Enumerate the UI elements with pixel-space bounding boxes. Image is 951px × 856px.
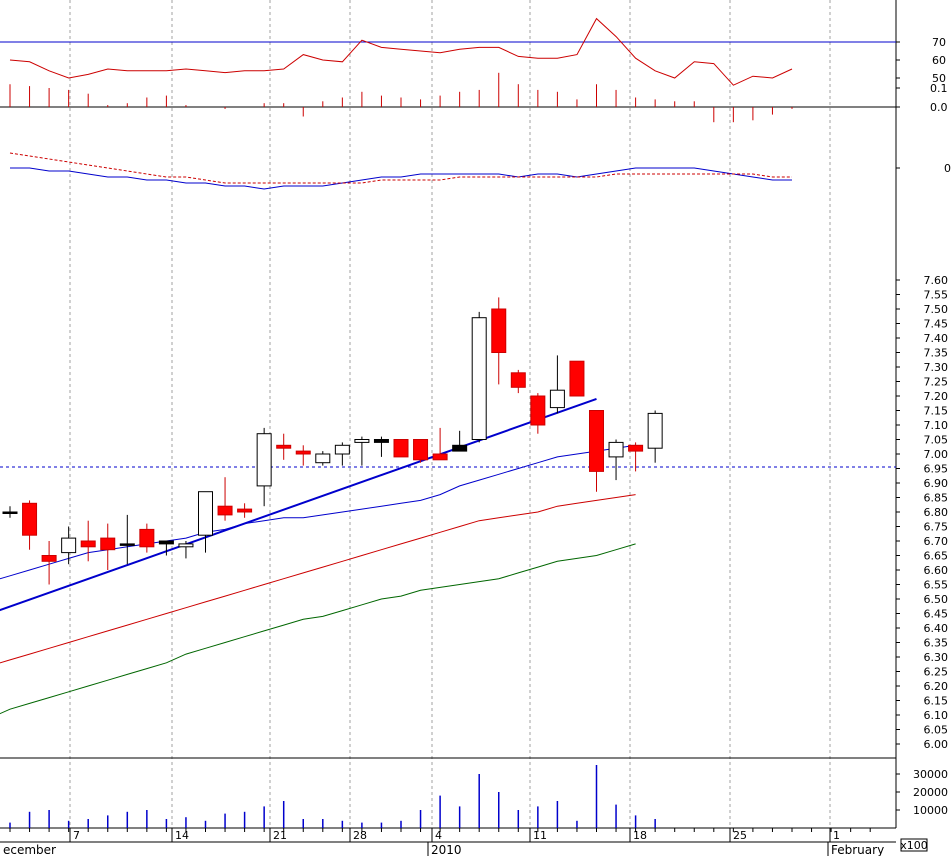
oscillator-line	[9, 17, 793, 86]
week-label: 14	[175, 829, 189, 842]
price-tick-label: 6.60	[924, 564, 949, 577]
price-tick-label: 6.70	[924, 535, 949, 548]
oscillator-tick-label: 60	[932, 54, 946, 67]
price-tick-label: 7.20	[924, 390, 949, 403]
candle-body	[256, 433, 272, 487]
oscillator-tick-label: 70	[932, 36, 946, 49]
candle-body	[530, 395, 546, 426]
week-label: 25	[733, 829, 747, 842]
candle-body	[393, 439, 409, 458]
volume-tick-label: 20000	[913, 786, 948, 799]
week-label: 28	[353, 829, 367, 842]
price-tick-label: 6.00	[924, 738, 949, 751]
volume-unit-box	[900, 838, 928, 852]
week-label: 18	[633, 829, 647, 842]
price-tick-label: 6.90	[924, 477, 949, 490]
candle-body	[413, 439, 429, 461]
price-tick-label: 7.30	[924, 361, 949, 374]
candle-body	[628, 444, 644, 452]
candle-body	[237, 508, 253, 513]
candle-body	[198, 491, 213, 536]
price-tick-label: 7.60	[924, 274, 949, 287]
price-tick-label: 7.10	[924, 419, 949, 432]
month-label: February	[831, 843, 884, 856]
price-tick-label: 6.75	[924, 521, 949, 534]
price-tick-label: 6.05	[924, 724, 949, 737]
candle-body	[334, 444, 350, 455]
candle-body	[491, 308, 507, 353]
candle-body	[158, 540, 174, 545]
candle-body	[119, 543, 135, 546]
month-label: ecember	[3, 843, 56, 856]
price-tick-label: 6.20	[924, 680, 949, 693]
histogram-tick-label: 0.0	[930, 101, 948, 114]
price-tick-label: 6.10	[924, 709, 949, 722]
moving-average-mid	[0, 494, 636, 664]
candle-body	[295, 450, 311, 455]
volume-tick-label: 10000	[913, 804, 948, 817]
week-label: 7	[73, 829, 80, 842]
price-tick-label: 6.80	[924, 506, 949, 519]
price-tick-label: 6.55	[924, 579, 949, 592]
price-tick-label: 6.35	[924, 637, 949, 650]
price-tick-label: 7.55	[924, 289, 949, 302]
moving-average-long	[0, 543, 636, 715]
candle-body	[647, 412, 663, 449]
trendline	[0, 397, 597, 612]
price-tick-label: 7.00	[924, 448, 949, 461]
price-tick-label: 7.25	[924, 376, 949, 389]
price-tick-label: 6.65	[924, 550, 949, 563]
price-tick-label: 6.85	[924, 492, 949, 505]
candle-body	[2, 511, 18, 514]
week-label: 11	[533, 829, 547, 842]
price-tick-label: 6.45	[924, 608, 949, 621]
volume-unit-label: x100	[900, 839, 928, 852]
candle-body	[139, 528, 155, 548]
macd-line	[10, 167, 792, 190]
volume-tick-label: 30000	[913, 768, 948, 781]
price-tick-label: 7.15	[924, 405, 949, 418]
candle-body	[178, 543, 194, 548]
price-tick-label: 6.30	[924, 651, 949, 664]
candle-body	[589, 410, 604, 472]
month-label: 2010	[431, 843, 462, 856]
price-tick-label: 6.50	[924, 593, 949, 606]
week-label: 4	[435, 829, 442, 842]
macd-tick-label: 0.1	[944, 162, 951, 175]
week-label: 1	[833, 829, 840, 842]
candle-body	[608, 441, 624, 458]
candle-body	[61, 537, 77, 554]
candle-body	[276, 444, 292, 449]
oscillator-tick-label: 50	[932, 72, 946, 85]
candle-body	[80, 540, 96, 548]
candle-body	[354, 439, 370, 443]
price-tick-label: 6.95	[924, 463, 949, 476]
candle-body	[217, 505, 233, 516]
price-tick-label: 7.40	[924, 332, 949, 345]
candle-body	[432, 453, 448, 461]
price-tick-label: 7.45	[924, 318, 949, 331]
candle-body	[549, 389, 565, 409]
candle-body	[569, 360, 585, 397]
week-label: 21	[273, 829, 287, 842]
candle-body	[452, 444, 468, 452]
price-tick-label: 6.25	[924, 666, 949, 679]
candle-body	[373, 439, 389, 443]
price-tick-label: 7.35	[924, 347, 949, 360]
histogram-tick-label: 0.1	[930, 82, 948, 95]
price-tick-label: 7.50	[924, 303, 949, 316]
candle-body	[22, 502, 38, 536]
candle-body	[41, 555, 57, 562]
candle-body	[510, 372, 526, 388]
price-tick-label: 6.40	[924, 622, 949, 635]
candle-body	[315, 453, 331, 464]
candle-body	[471, 317, 487, 441]
price-tick-label: 7.05	[924, 434, 949, 447]
candle-body	[100, 537, 116, 551]
moving-average-short	[0, 444, 636, 580]
signal-line	[9, 152, 792, 184]
price-tick-label: 6.15	[924, 695, 949, 708]
